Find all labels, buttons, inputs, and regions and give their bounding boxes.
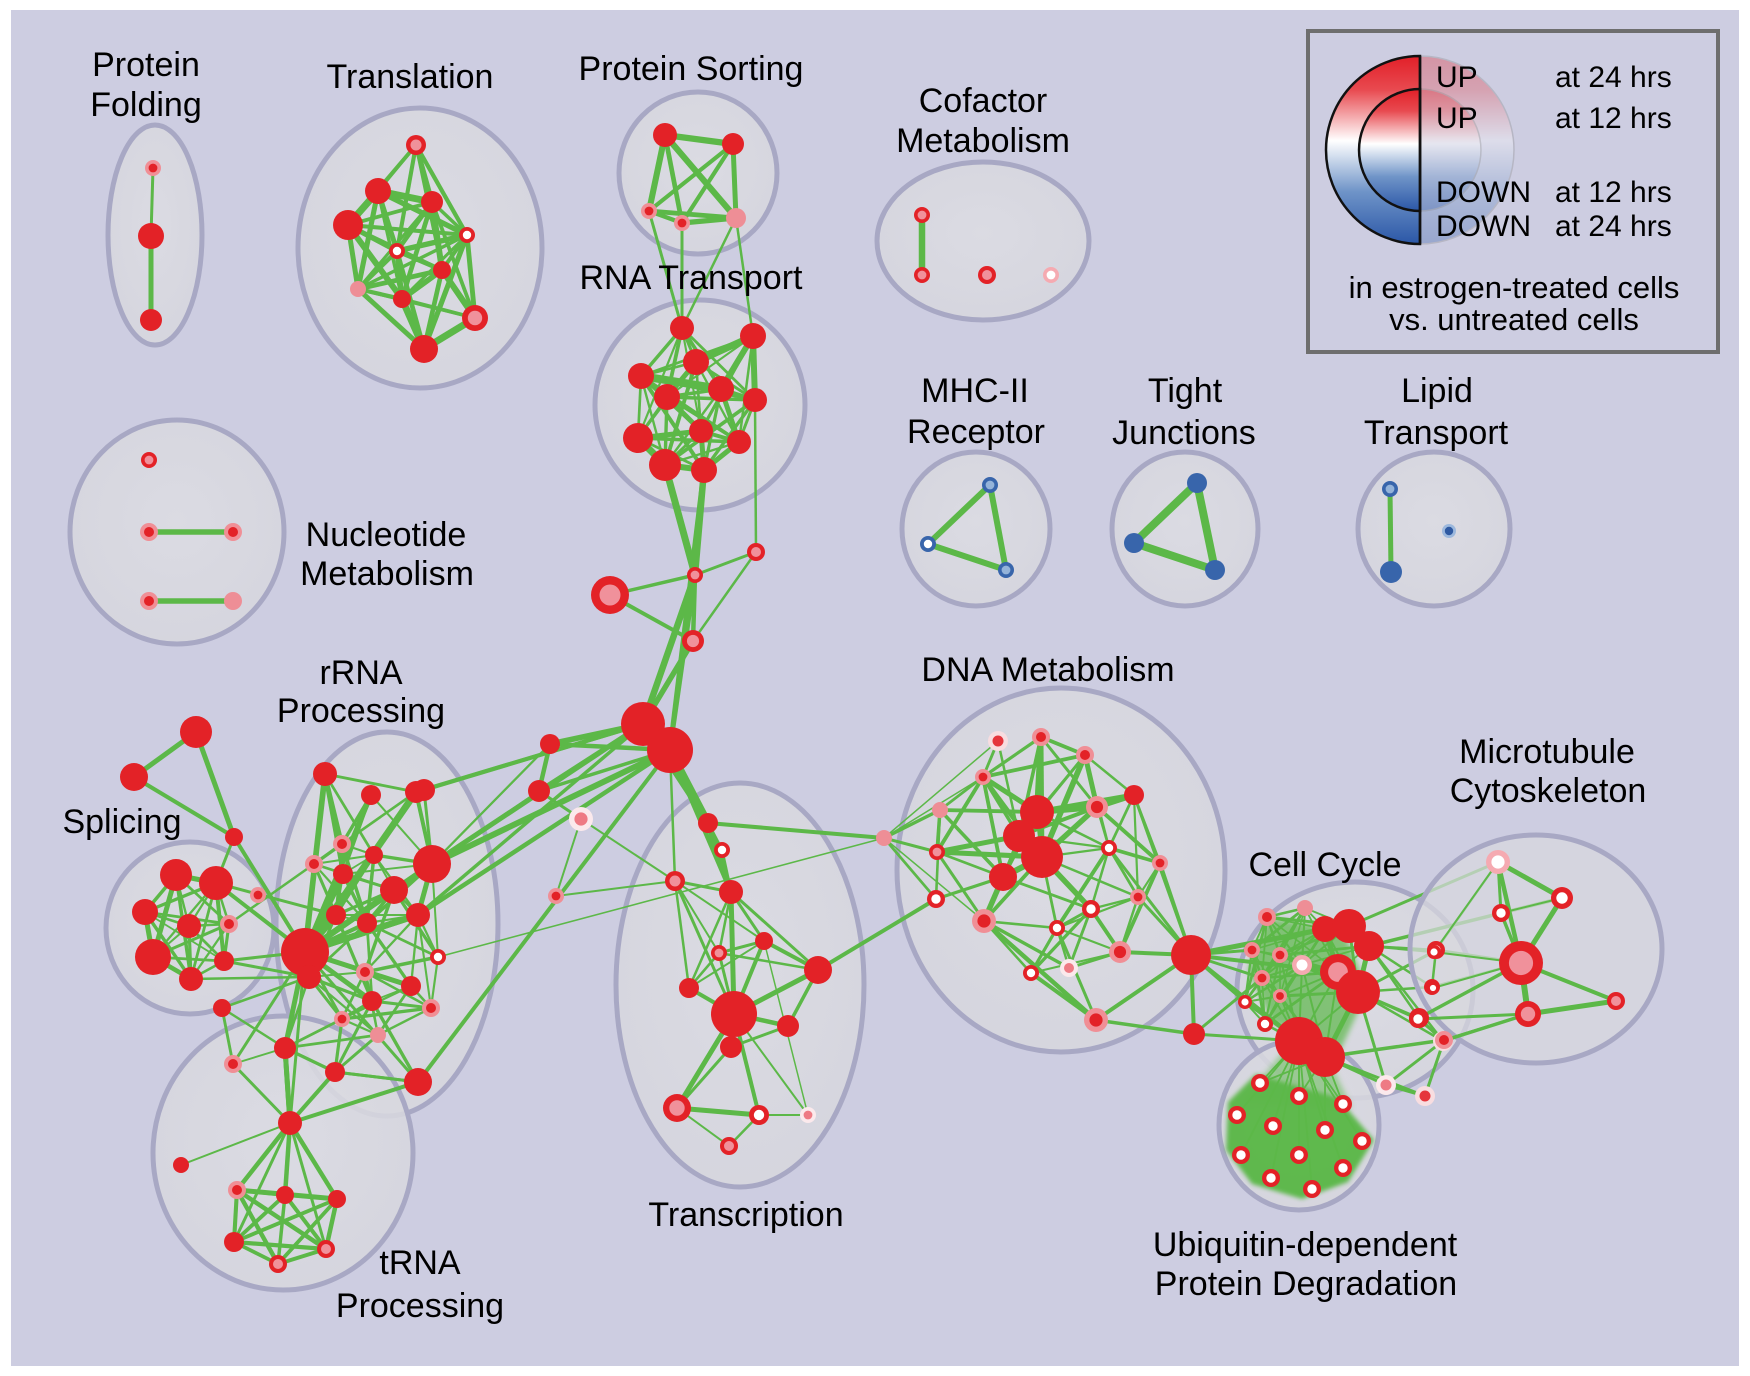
svg-text:Processing: Processing [336,1287,504,1325]
svg-text:Splicing: Splicing [62,803,181,841]
svg-text:Junctions: Junctions [1112,414,1256,452]
svg-text:Receptor: Receptor [907,413,1045,451]
svg-text:Nucleotide: Nucleotide [306,516,467,554]
svg-text:Folding: Folding [90,86,202,124]
svg-text:Ubiquitin-dependent: Ubiquitin-dependent [1153,1226,1458,1264]
svg-text:Processing: Processing [277,692,445,730]
svg-text:at 24 hrs: at 24 hrs [1555,61,1672,94]
svg-text:Lipid: Lipid [1401,372,1473,410]
svg-text:UP: UP [1436,61,1478,94]
svg-text:Cell Cycle: Cell Cycle [1248,846,1401,884]
svg-text:UP: UP [1436,102,1478,135]
svg-text:in estrogen-treated cells: in estrogen-treated cells [1349,270,1680,305]
svg-text:Protein Sorting: Protein Sorting [579,50,804,88]
svg-text:Protein: Protein [92,46,200,84]
svg-text:Metabolism: Metabolism [896,122,1070,160]
svg-text:DNA Metabolism: DNA Metabolism [921,651,1174,689]
svg-text:Tight: Tight [1148,372,1223,410]
svg-text:Protein Degradation: Protein Degradation [1155,1265,1457,1303]
svg-text:DOWN: DOWN [1436,176,1531,209]
svg-text:vs. untreated cells: vs. untreated cells [1389,302,1639,337]
svg-text:tRNA: tRNA [379,1244,461,1282]
svg-text:MHC-II: MHC-II [921,372,1029,410]
svg-text:at 24 hrs: at 24 hrs [1555,210,1672,243]
svg-text:at 12 hrs: at 12 hrs [1555,102,1672,135]
svg-text:rRNA: rRNA [319,654,402,692]
svg-text:DOWN: DOWN [1436,210,1531,243]
svg-text:Metabolism: Metabolism [300,555,474,593]
svg-text:RNA Transport: RNA Transport [580,259,804,297]
svg-text:Transport: Transport [1364,414,1509,452]
svg-text:Cytoskeleton: Cytoskeleton [1450,772,1647,810]
svg-text:Cofactor: Cofactor [919,82,1048,120]
svg-text:Translation: Translation [327,58,494,96]
svg-text:Microtubule: Microtubule [1459,733,1635,771]
svg-text:at 12 hrs: at 12 hrs [1555,176,1672,209]
svg-text:Transcription: Transcription [648,1196,843,1234]
